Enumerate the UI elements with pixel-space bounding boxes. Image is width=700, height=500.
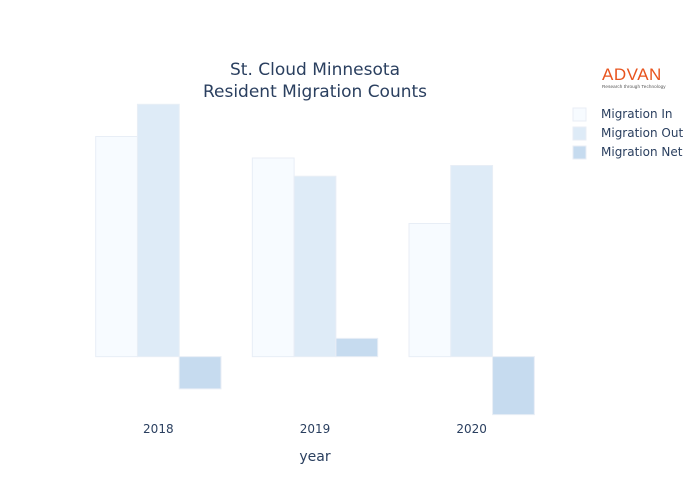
bar-migration-in-2020[interactable]: [408, 222, 452, 358]
bar-migration-out-2020[interactable]: [450, 165, 494, 358]
x-axis-title: year: [299, 449, 330, 465]
x-axis-ticks: 2018 2019 2020: [143, 422, 487, 436]
legend-item-migration-out[interactable]: Migration Out: [572, 126, 683, 141]
plot-area: [95, 103, 535, 416]
bar-migration-in-2018[interactable]: [95, 136, 138, 358]
logo-tagline: Research through Technology: [602, 84, 666, 89]
advan-logo: ADVAN Research through Technology: [602, 66, 672, 92]
legend-label: Migration Net: [601, 145, 683, 159]
legend-label: Migration In: [601, 107, 673, 121]
legend-swatch: [572, 107, 587, 122]
bar-migration-out-2018[interactable]: [136, 103, 180, 358]
bar-migration-in-2019[interactable]: [251, 157, 295, 358]
bar-migration-net-2019[interactable]: [335, 337, 379, 358]
legend-item-migration-in[interactable]: Migration In: [572, 107, 673, 122]
legend-swatch: [572, 126, 587, 141]
bar-migration-out-2019[interactable]: [293, 175, 337, 358]
bar-migration-net-2020[interactable]: [492, 356, 535, 416]
logo-wordmark: ADVAN: [602, 65, 662, 84]
chart-title-line-2: Resident Migration Counts: [203, 82, 427, 102]
bar-migration-net-2018[interactable]: [178, 356, 222, 390]
chart-title: St. Cloud Minnesota Resident Migration C…: [203, 60, 427, 102]
x-tick-label-2019: 2019: [300, 422, 331, 436]
legend-item-migration-net[interactable]: Migration Net: [572, 145, 683, 160]
x-tick-label-2020: 2020: [456, 422, 487, 436]
legend[interactable]: Migration In Migration Out Migration Net: [572, 107, 683, 160]
chart-title-line-1: St. Cloud Minnesota: [230, 60, 400, 80]
legend-swatch: [572, 145, 587, 160]
x-tick-label-2018: 2018: [143, 422, 174, 436]
legend-label: Migration Out: [601, 126, 683, 140]
